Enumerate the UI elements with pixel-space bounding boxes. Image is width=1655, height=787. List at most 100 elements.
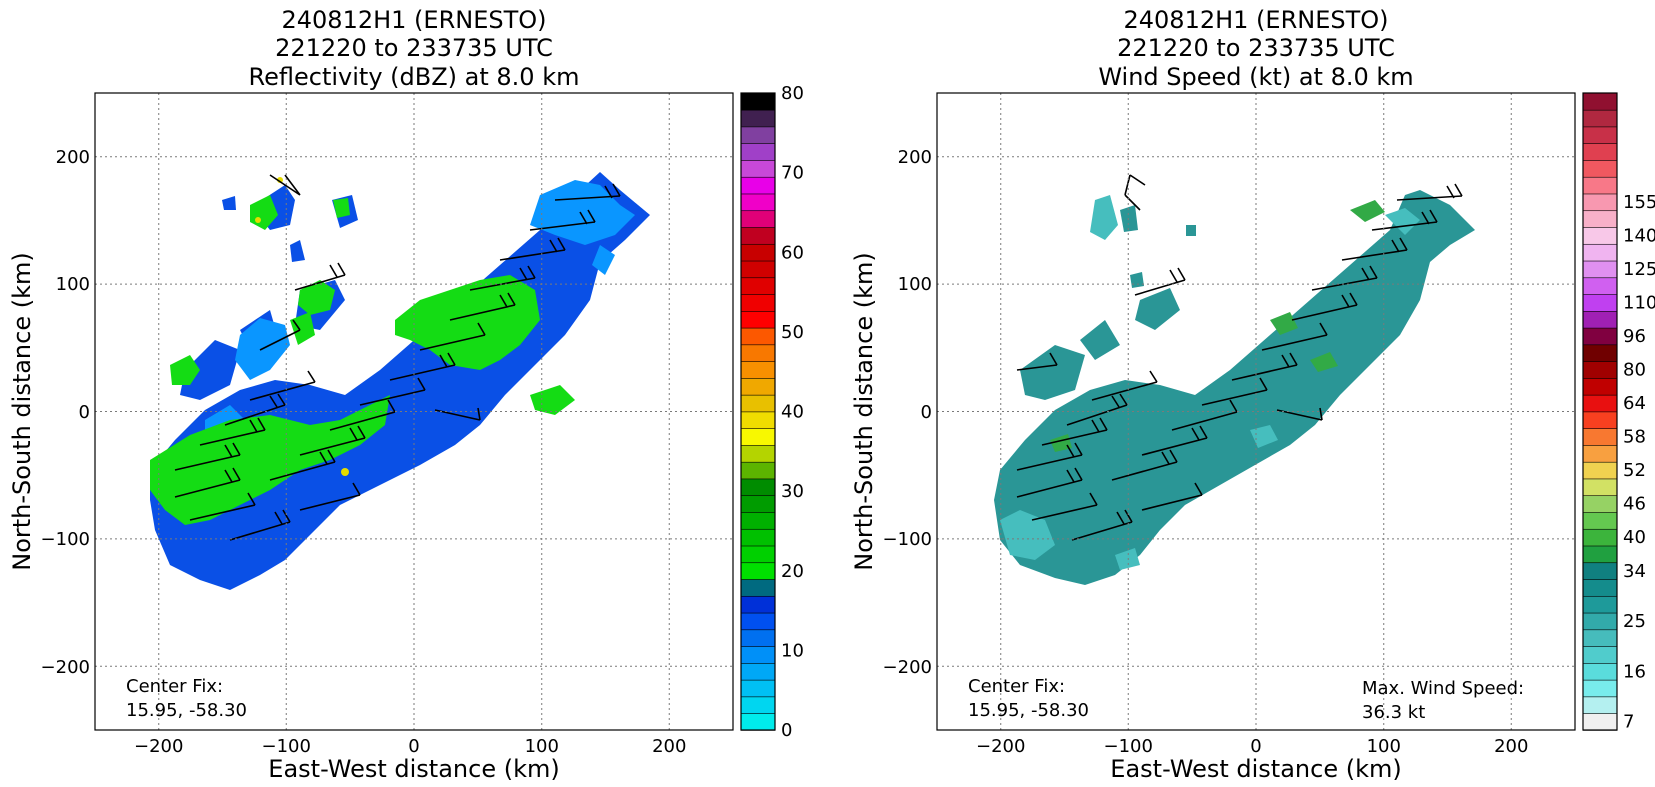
reflectivity-colorbar-tick-label: 70 [781,163,804,184]
reflectivity-colorbar-segment [740,277,776,295]
reflectivity-colorbar-segment [740,461,776,480]
reflectivity-colorbar-segment [740,427,776,446]
reflectivity-colorbar-segment [740,612,776,631]
reflectivity-y-axis-label: North-South distance (km) [8,252,36,571]
wind-speed-colorbar-segment [1582,545,1618,564]
reflectivity-center-fix-value: 15.95, -58.30 [126,700,247,721]
reflectivity-colorbar-segment [740,226,776,245]
reflectivity-colorbar-segment [740,109,776,128]
reflectivity-colorbar-segment [740,696,776,714]
wind-speed-colorbar-segment [1582,360,1618,379]
wind-speed-x-ticks: −200 −100 0 100 200 [976,736,1528,757]
reflectivity-colorbar-tick-label: 80 [781,83,804,104]
wind-speed-light-field [1000,195,1420,570]
wind-speed-base-field [994,190,1475,585]
reflectivity-field [150,172,650,590]
reflectivity-colorbar-segment [740,444,776,463]
reflectivity-x-tick-label: −100 [262,736,311,757]
max-wind-speed-label: Max. Wind Speed: [1362,678,1524,699]
wind-speed-colorbar-segment [1582,293,1618,312]
wind-speed-colorbar-segment [1582,109,1618,128]
wind-speed-colorbar-segment [1582,260,1618,279]
reflectivity-colorbar-segment [740,645,776,664]
wind-speed-colorbar-segment [1582,712,1618,731]
wind-speed-title-line-3: Wind Speed (kt) at 8.0 km [1098,63,1413,91]
reflectivity-y-tick-label: 200 [56,147,90,168]
reflectivity-title-line-1: 240812H1 (ERNESTO) [281,6,546,34]
reflectivity-colorbar-segment [740,92,776,111]
wind-speed-colorbar-tick-label: 34 [1623,561,1646,582]
wind-speed-plot-frame [936,92,1576,731]
reflectivity-wind-barbs [174,174,621,541]
wind-speed-x-tick-label: 100 [1367,736,1401,757]
reflectivity-x-tick-label: −200 [134,736,183,757]
reflectivity-x-tick-label: 200 [652,736,686,757]
reflectivity-colorbar-segment [740,679,776,698]
wind-speed-panel: 240812H1 (ERNESTO) 221220 to 233735 UTC … [850,6,1655,783]
wind-speed-colorbar-segment [1582,578,1618,597]
wind-speed-colorbar-segment [1582,461,1618,480]
wind-speed-colorbar-segment [1582,92,1618,111]
reflectivity-colorbar-segment [740,545,776,564]
reflectivity-colorbar-segment [740,293,776,312]
wind-speed-colorbar-tick-label: 80 [1623,360,1646,381]
wind-speed-colorbar-tick-label: 46 [1623,494,1646,515]
reflectivity-colorbar-segment [740,176,776,195]
wind-speed-y-tick-label: −100 [883,529,932,550]
reflectivity-colorbar-tick-label: 0 [781,720,792,741]
wind-speed-colorbar-tick-label: 125 [1623,259,1655,280]
wind-speed-colorbar-segment [1582,310,1618,329]
wind-speed-colorbar-tick-label: 110 [1623,293,1655,314]
wind-speed-colorbar-segment [1582,226,1618,245]
reflectivity-colorbar-segment [740,243,776,262]
reflectivity-colorbar-segment [740,595,776,614]
reflectivity-colorbar-segment [740,495,776,513]
wind-speed-title-line-1: 240812H1 (ERNESTO) [1123,6,1388,34]
wind-speed-colorbar-tick-label: 52 [1623,460,1646,481]
wind-speed-colorbar-segment [1582,562,1618,580]
wind-speed-y-tick-label: 0 [921,402,932,423]
wind-speed-colorbar-tick-label: 16 [1623,661,1646,682]
wind-speed-colorbar-segment [1582,629,1618,647]
wind-speed-center-fix-value: 15.95, -58.30 [968,700,1089,721]
wind-speed-title-line-2: 221220 to 233735 UTC [1117,34,1395,62]
reflectivity-colorbar-segment [740,210,776,228]
wind-speed-colorbar-tick-label: 7 [1623,712,1634,733]
reflectivity-colorbar-segment [740,562,776,580]
wind-speed-strong-field [1050,200,1385,452]
reflectivity-colorbar-segment [740,126,776,144]
reflectivity-colorbar-segment [740,142,776,161]
wind-speed-colorbar-segment [1582,377,1618,396]
wind-speed-colorbar-segment [1582,327,1618,346]
wind-speed-colorbar-tick-label: 64 [1623,393,1646,414]
reflectivity-colorbar-segment [740,344,776,362]
wind-speed-x-tick-label: 0 [1250,736,1261,757]
wind-speed-center-fix-label: Center Fix: [968,676,1065,697]
wind-speed-x-tick-label: −200 [976,736,1025,757]
wind-speed-colorbar-segment [1582,679,1618,698]
wind-speed-colorbar-segment [1582,193,1618,212]
wind-speed-x-axis-label: East-West distance (km) [1110,755,1401,783]
reflectivity-panel: 240812H1 (ERNESTO) 221220 to 233735 UTC … [8,6,804,783]
reflectivity-colorbar: 0 10 20 30 40 50 60 70 80 [740,83,804,741]
reflectivity-y-tick-label: −200 [41,657,90,678]
wind-speed-colorbar-segment [1582,427,1618,446]
reflectivity-colorbar-segment [740,260,776,279]
wind-speed-wind-barbs [1016,174,1463,541]
wind-speed-colorbar-segment [1582,142,1618,161]
reflectivity-colorbar-segment [740,578,776,597]
wind-speed-field [994,174,1475,585]
reflectivity-y-tick-label: 0 [79,402,90,423]
wind-speed-colorbar-segment [1582,662,1618,681]
reflectivity-colorbar-tick-label: 50 [781,322,804,343]
reflectivity-colorbar-segment [740,159,776,178]
wind-speed-y-ticks: 200 100 0 −100 −200 [883,147,932,678]
reflectivity-moderate-echo [150,195,575,525]
max-wind-speed-value: 36.3 kt [1362,702,1425,723]
wind-speed-y-tick-label: 200 [898,147,932,168]
wind-speed-colorbar-tick-label: 40 [1623,527,1646,548]
reflectivity-colorbar-segment [740,310,776,329]
wind-speed-y-tick-label: 100 [898,274,932,295]
wind-speed-colorbar-segment [1582,478,1618,497]
